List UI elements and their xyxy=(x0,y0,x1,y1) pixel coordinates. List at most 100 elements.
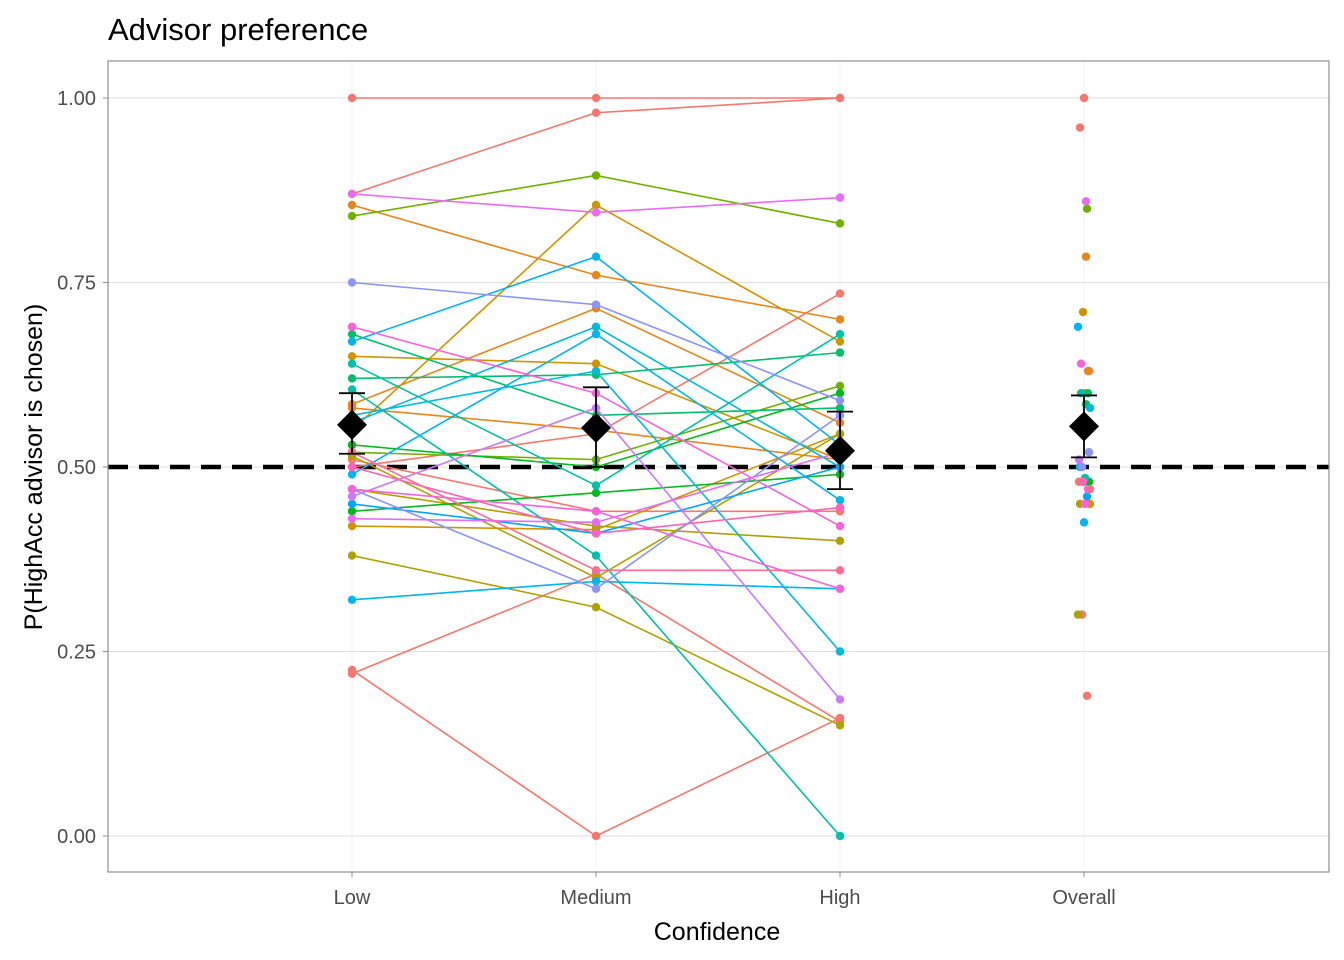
data-point xyxy=(591,108,601,117)
series-3 xyxy=(347,665,1092,841)
data-point xyxy=(591,481,601,490)
data-point xyxy=(347,507,357,516)
data-point xyxy=(1076,359,1086,368)
x-tick-label: Overall xyxy=(1052,887,1115,909)
data-point xyxy=(347,551,357,560)
series-33 xyxy=(347,189,1091,217)
data-point xyxy=(835,647,845,656)
data-point xyxy=(1085,403,1095,413)
data-point xyxy=(1082,204,1092,213)
data-point xyxy=(591,93,601,103)
data-point xyxy=(835,721,845,730)
data-point xyxy=(1073,322,1083,331)
series-31 xyxy=(347,411,1094,593)
summary-layer xyxy=(337,386,1099,491)
x-axis-title: Confidence xyxy=(654,918,780,946)
data-point xyxy=(347,595,357,605)
data-point xyxy=(347,189,357,199)
data-point xyxy=(835,521,845,531)
series-16 xyxy=(347,171,1092,228)
data-point xyxy=(347,200,357,210)
data-point xyxy=(347,669,357,678)
mean-diamond xyxy=(825,435,855,466)
series-25 xyxy=(347,322,1095,472)
data-point xyxy=(835,329,845,339)
series-23 xyxy=(347,385,1090,841)
y-tick-labels: 0.00 0.25 0.50 0.75 1.00 xyxy=(57,88,108,848)
data-point xyxy=(591,518,601,527)
data-point xyxy=(1075,123,1085,132)
data-point xyxy=(347,352,357,361)
data-point xyxy=(1083,366,1093,376)
series-21 xyxy=(347,329,1093,420)
data-point xyxy=(591,171,601,180)
series-30 xyxy=(347,278,1087,472)
data-point xyxy=(1085,484,1095,494)
data-point xyxy=(1084,448,1094,457)
data-point xyxy=(835,337,845,346)
data-point xyxy=(591,529,601,538)
data-point xyxy=(591,488,601,498)
data-point xyxy=(835,289,845,298)
series-7 xyxy=(347,200,1091,324)
data-point xyxy=(591,329,601,339)
data-point xyxy=(591,200,601,210)
data-point xyxy=(835,566,845,575)
data-point xyxy=(835,219,845,228)
data-point xyxy=(835,315,845,324)
series-10 xyxy=(347,352,1090,464)
data-point xyxy=(591,584,601,593)
y-tick-label: 0.75 xyxy=(57,273,96,295)
series-2 xyxy=(347,93,1085,199)
data-point xyxy=(591,252,601,261)
series-18 xyxy=(347,470,1094,516)
y-tick-label: 0.50 xyxy=(57,457,96,479)
series-4 xyxy=(347,569,1087,726)
data-point xyxy=(591,300,601,309)
data-point xyxy=(1079,518,1089,527)
data-point xyxy=(347,492,357,501)
data-point xyxy=(591,359,601,368)
data-point xyxy=(835,389,845,398)
data-point xyxy=(1077,462,1087,472)
data-point xyxy=(347,93,357,103)
series-13 xyxy=(347,551,1083,730)
data-point xyxy=(347,514,357,523)
data-point xyxy=(347,278,357,287)
data-point xyxy=(347,499,357,509)
data-point xyxy=(591,208,601,217)
data-point xyxy=(835,536,845,545)
y-tick-label: 1.00 xyxy=(57,88,96,110)
data-point xyxy=(1079,93,1089,103)
series-15 xyxy=(347,484,1085,545)
data-point xyxy=(835,396,845,405)
data-point xyxy=(347,329,357,339)
chart-title: Advisor preference xyxy=(108,12,368,47)
data-point xyxy=(591,577,601,586)
data-point xyxy=(347,385,357,394)
series-17 xyxy=(347,381,1087,464)
mean-diamond xyxy=(581,412,611,443)
data-point xyxy=(591,322,601,331)
data-point xyxy=(347,470,357,479)
data-point xyxy=(347,462,357,472)
series-37 xyxy=(347,462,1088,538)
data-point xyxy=(1081,197,1091,206)
data-point xyxy=(591,551,601,560)
x-tick-label: Medium xyxy=(560,887,631,909)
x-tick-label: Low xyxy=(334,887,371,909)
data-point xyxy=(835,695,845,704)
data-point xyxy=(347,359,357,368)
data-point xyxy=(1078,307,1088,317)
y-tick-label: 0.25 xyxy=(57,642,96,664)
data-point xyxy=(835,348,845,357)
data-point xyxy=(347,521,357,531)
series-20 xyxy=(347,348,1091,409)
data-point xyxy=(835,193,845,202)
mean-diamond xyxy=(337,409,367,440)
data-point xyxy=(591,507,601,516)
data-point xyxy=(347,374,357,383)
data-point xyxy=(1082,492,1092,501)
x-tick-label: High xyxy=(819,887,860,909)
